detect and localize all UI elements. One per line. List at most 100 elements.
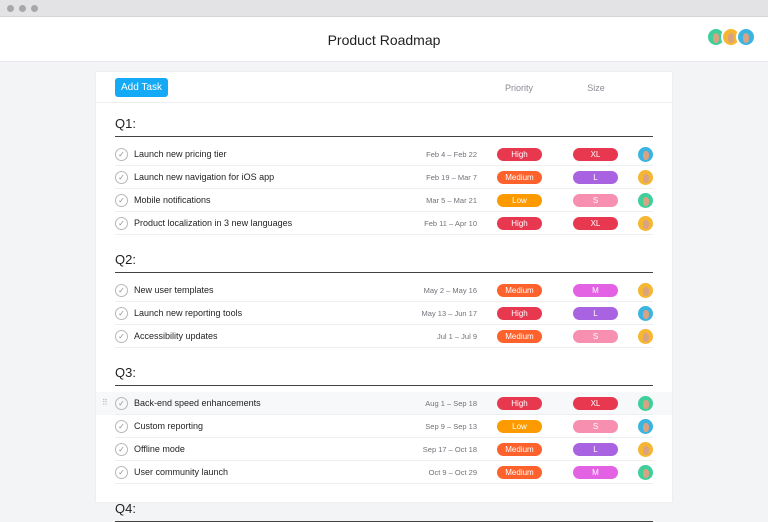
assignee-avatar[interactable] xyxy=(638,396,653,411)
size-badge[interactable]: L xyxy=(573,171,618,184)
task-dates[interactable]: Sep 17 – Oct 18 xyxy=(422,445,477,454)
priority-badge[interactable]: High xyxy=(497,217,542,230)
priority-badge[interactable]: Low xyxy=(497,194,542,207)
priority-badge[interactable]: Medium xyxy=(497,330,542,343)
size-badge[interactable]: L xyxy=(573,443,618,456)
priority-badge[interactable]: Medium xyxy=(497,171,542,184)
assignee-avatar[interactable] xyxy=(638,329,653,344)
priority-badge[interactable]: High xyxy=(497,307,542,320)
avatar-face xyxy=(712,33,720,43)
complete-checkbox-icon[interactable]: ✓ xyxy=(115,171,128,184)
assignee-avatar[interactable] xyxy=(638,216,653,231)
section-header: Q4: xyxy=(115,496,653,522)
row-divider xyxy=(115,483,653,484)
size-badge[interactable]: S xyxy=(573,330,618,343)
task-name[interactable]: Back-end speed enhancements xyxy=(134,398,261,408)
size-badge[interactable]: S xyxy=(573,420,618,433)
task-name[interactable]: Mobile notifications xyxy=(134,195,211,205)
add-task-button[interactable]: Add Task xyxy=(115,78,168,97)
task-row[interactable]: ✓ User community launch Oct 9 – Oct 29 Medi… xyxy=(96,461,672,484)
complete-checkbox-icon[interactable]: ✓ xyxy=(115,194,128,207)
task-dates[interactable]: Feb 19 – Mar 7 xyxy=(426,173,477,182)
complete-checkbox-icon[interactable]: ✓ xyxy=(115,284,128,297)
minimize-window-button[interactable] xyxy=(19,5,26,12)
priority-badge[interactable]: Medium xyxy=(497,443,542,456)
size-badge[interactable]: XL xyxy=(573,148,618,161)
row-divider xyxy=(115,165,653,166)
priority-badge[interactable]: High xyxy=(497,148,542,161)
window-titlebar xyxy=(0,0,768,17)
task-dates[interactable]: May 13 – Jun 17 xyxy=(421,309,477,318)
assignee-avatar[interactable] xyxy=(638,419,653,434)
task-row[interactable]: ⠿ ✓ Back-end speed enhancements Aug 1 – Sep… xyxy=(96,392,672,415)
task-row[interactable]: ✓ New user templates May 2 – May 16 Medium M xyxy=(96,279,672,302)
size-badge[interactable]: L xyxy=(573,307,618,320)
task-row[interactable]: ✓ Launch new reporting tools May 13 – Jun … xyxy=(96,302,672,325)
complete-checkbox-icon[interactable]: ✓ xyxy=(115,217,128,230)
task-row[interactable]: ✓ Product localization in 3 new languages… xyxy=(96,212,672,235)
complete-checkbox-icon[interactable]: ✓ xyxy=(115,443,128,456)
task-name[interactable]: Product localization in 3 new languages xyxy=(134,218,293,228)
complete-checkbox-icon[interactable]: ✓ xyxy=(115,330,128,343)
assignee-avatar[interactable] xyxy=(638,147,653,162)
complete-checkbox-icon[interactable]: ✓ xyxy=(115,307,128,320)
task-name[interactable]: Launch new reporting tools xyxy=(134,308,243,318)
column-header-priority[interactable]: Priority xyxy=(504,83,534,93)
task-dates[interactable]: Aug 1 – Sep 18 xyxy=(425,399,477,408)
task-name[interactable]: Custom reporting xyxy=(134,421,204,431)
complete-checkbox-icon[interactable]: ✓ xyxy=(115,397,128,410)
row-divider xyxy=(115,437,653,438)
avatar[interactable] xyxy=(736,27,756,47)
column-header-size[interactable]: Size xyxy=(587,83,605,93)
task-row[interactable]: ✓ Offline mode Sep 17 – Oct 18 Medium L xyxy=(96,438,672,461)
task-dates[interactable]: Feb 11 – Apr 10 xyxy=(424,219,477,228)
task-name[interactable]: Offline mode xyxy=(134,444,185,454)
task-name[interactable]: User community launch xyxy=(134,467,229,477)
task-dates[interactable]: Jul 1 – Jul 9 xyxy=(436,332,477,341)
assignee-avatar[interactable] xyxy=(638,465,653,480)
complete-checkbox-icon[interactable]: ✓ xyxy=(115,466,128,479)
task-row[interactable]: ✓ Mobile notifications Mar 5 – Mar 21 Low S xyxy=(96,189,672,212)
drag-handle-icon[interactable]: ⠿ xyxy=(102,398,108,407)
priority-badge[interactable]: Low xyxy=(497,420,542,433)
assignee-avatar[interactable] xyxy=(638,193,653,208)
assignee-avatar[interactable] xyxy=(638,283,653,298)
avatar-face xyxy=(642,332,649,342)
task-dates[interactable]: May 2 – May 16 xyxy=(423,286,477,295)
size-badge[interactable]: M xyxy=(573,466,618,479)
size-badge[interactable]: M xyxy=(573,284,618,297)
priority-badge[interactable]: Medium xyxy=(497,466,542,479)
project-members[interactable] xyxy=(706,27,756,47)
row-divider xyxy=(115,301,653,302)
task-name[interactable]: Launch new navigation for iOS app xyxy=(134,172,275,182)
task-dates[interactable]: Feb 4 – Feb 22 xyxy=(426,150,477,159)
task-dates[interactable]: Oct 9 – Oct 29 xyxy=(428,468,477,477)
task-row[interactable]: ✓ Launch new navigation for iOS app Feb 19… xyxy=(96,166,672,189)
complete-checkbox-icon[interactable]: ✓ xyxy=(115,148,128,161)
project-header: Product Roadmap xyxy=(0,17,768,62)
size-badge[interactable]: XL xyxy=(573,397,618,410)
close-window-button[interactable] xyxy=(7,5,14,12)
avatar-face xyxy=(642,445,649,455)
row-divider xyxy=(115,188,653,189)
assignee-avatar[interactable] xyxy=(638,170,653,185)
task-dates[interactable]: Mar 5 – Mar 21 xyxy=(426,196,477,205)
row-divider xyxy=(115,324,653,325)
size-badge[interactable]: XL xyxy=(573,217,618,230)
task-row[interactable]: ✓ Custom reporting Sep 9 – Sep 13 Low S xyxy=(96,415,672,438)
size-badge[interactable]: S xyxy=(573,194,618,207)
task-name[interactable]: Launch new pricing tier xyxy=(134,149,227,159)
assignee-avatar[interactable] xyxy=(638,442,653,457)
task-row[interactable]: ✓ Accessibility updates Jul 1 – Jul 9 Mediu… xyxy=(96,325,672,348)
task-dates[interactable]: Sep 9 – Sep 13 xyxy=(425,422,477,431)
task-row[interactable]: ✓ Launch new pricing tier Feb 4 – Feb 22 Hi… xyxy=(96,143,672,166)
complete-checkbox-icon[interactable]: ✓ xyxy=(115,420,128,433)
priority-badge[interactable]: Medium xyxy=(497,284,542,297)
assignee-avatar[interactable] xyxy=(638,306,653,321)
priority-badge[interactable]: High xyxy=(497,397,542,410)
avatar-face xyxy=(642,468,649,478)
avatar-face xyxy=(742,33,750,43)
maximize-window-button[interactable] xyxy=(31,5,38,12)
task-name[interactable]: New user templates xyxy=(134,285,214,295)
task-name[interactable]: Accessibility updates xyxy=(134,331,218,341)
